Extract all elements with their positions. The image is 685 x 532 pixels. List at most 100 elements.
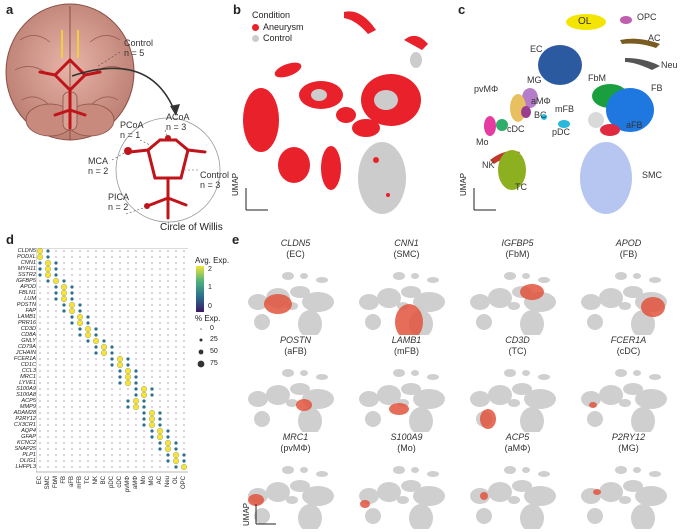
dot-CNN1-EC [38,261,42,265]
umap-background-cluster [649,471,661,477]
dot-FCER1A-FbM [55,358,57,360]
umap-background-cluster [470,391,490,407]
umap-background-cluster [488,482,512,502]
cluster-mg [522,88,538,108]
dot-LAMB1-TC [86,315,90,319]
dot-APOD-FbM [54,285,58,289]
umap-background-cluster [286,496,298,504]
dot-CD3D-mFB [78,327,82,331]
dot-FAP-BC [103,310,105,312]
dot-SNAP25-FB [63,448,65,450]
dot-FCER1A-NK [95,358,97,360]
celltype-label: TC [85,476,91,484]
dot-LHFPL3-BC [103,466,105,468]
feature-gene-title: CD3D [505,335,530,345]
feature-umap [581,272,667,335]
dot-ADAM28-Neu [167,412,169,414]
dot-PLP1-aMΦ [135,454,137,456]
dot-CLDN5-aMΦ [135,250,137,252]
dot-CX3CR1-Neu [167,424,169,426]
dot-LYVE1-TC [87,382,89,384]
dot-LAMB1-NK [95,316,97,318]
umap-expression-highlight [296,399,312,411]
dot-P2RY12-AC [158,417,162,421]
dot-SNAP25-TC [87,448,89,450]
dot-CD1C-AC [159,364,161,366]
dot-MYH11-NK [95,268,97,270]
dot-MRC1-BC [103,376,105,378]
gene-label: S100A8 [16,392,36,398]
dot-CD8A-SMC [47,334,49,336]
dot-GNLY-aMΦ [135,340,137,342]
dot-LUM-SMC [47,298,49,300]
dot-MYH11-FB [63,268,65,270]
dot-PODXL-MG [151,256,153,258]
cluster-label-am: aMΦ [531,96,551,106]
dot-SNAP25-aFB [71,448,73,450]
umap-axis-label-c: UMAP [459,172,468,196]
dot-AQP4-mFB [79,430,81,432]
dot-JCHAIN-TC [87,352,89,354]
dot-ADAM28-pDC [111,412,113,414]
umap-background-cluster [508,399,520,407]
umap-background-cluster [401,480,421,492]
cluster-mfb [588,112,604,128]
panel-letter-b: b [233,2,241,17]
dot-LYVE1-OPC [183,382,185,384]
dot-LUM-NK [95,298,97,300]
umap-background-cluster [290,383,310,395]
feature-plot-acp5: ACP5 (aMΦ) [462,432,573,529]
dot-S100A8-mFB [79,394,81,396]
dot-IGFBP5-AC [159,280,161,282]
dot-PRR16-OL [175,322,177,324]
dot-SNAP25-MG [151,448,153,450]
dot-GNLY-Neu [167,340,169,342]
dot-LYVE1-EC [39,382,41,384]
dot-LHFPL3-FbM [55,466,57,468]
dot-KCNC2-AC [158,441,162,445]
gene-label: ACP5 [21,398,36,404]
cluster-label-mg: MG [527,75,542,85]
dot-P2RY12-aMΦ [135,418,137,420]
dot-APOD-aMΦ [135,286,137,288]
dot-S100A9-pDC [111,388,113,390]
dot-CD1C-pDC [110,363,114,367]
dot-SSTR2-aFB [71,274,73,276]
dot-GFAP-mFB [79,436,81,438]
dot-OLIG1-Neu [166,459,170,463]
dot-CX3CR1-OL [175,424,177,426]
dot-PRR16-pDC [111,322,113,324]
dot-P2RY12-TC [87,418,89,420]
dot-POSTN-MG [151,304,153,306]
dot-MRC1-Mo [143,376,145,378]
dot-CCL3-pDC [111,370,113,372]
dot-LAMB1-SMC [47,316,49,318]
dot-LAMB1-BC [103,316,105,318]
legend-title-condition: Condition [252,10,291,20]
gene-label: CCL3 [21,368,36,374]
cluster-am [521,106,531,118]
dot-LYVE1-NK [95,382,97,384]
dot-LAMB1-MG [151,316,153,318]
dot-LYVE1-BC [103,382,105,384]
label-control-right: Control [200,170,230,180]
umap-background-cluster [508,496,520,504]
dot-LAMB1-aMΦ [135,316,137,318]
dot-AQP4-Neu [166,429,170,433]
dot-S100A8-Mo [140,391,148,399]
avg-tick-1: 1 [208,284,212,291]
dot-FCER1A-Neu [167,358,169,360]
dot-CX3CR1-pvMΦ [127,424,129,426]
dot-PLP1-OPC [182,453,186,457]
dot-S100A9-TC [87,388,89,390]
dot-CLDN5-mFB [79,250,81,252]
gene-label: ADAM28 [13,410,36,416]
dot-MYH11-Neu [167,268,169,270]
dot-LHFPL3-EC [39,466,41,468]
dot-PRR16-NK [95,322,97,324]
dot-CD1C-SMC [47,364,49,366]
dot-SSTR2-TC [87,274,89,276]
umap-background-cluster [538,277,550,283]
dot-IGFBP5-FbM [52,277,60,285]
umap-background-cluster [266,482,290,502]
